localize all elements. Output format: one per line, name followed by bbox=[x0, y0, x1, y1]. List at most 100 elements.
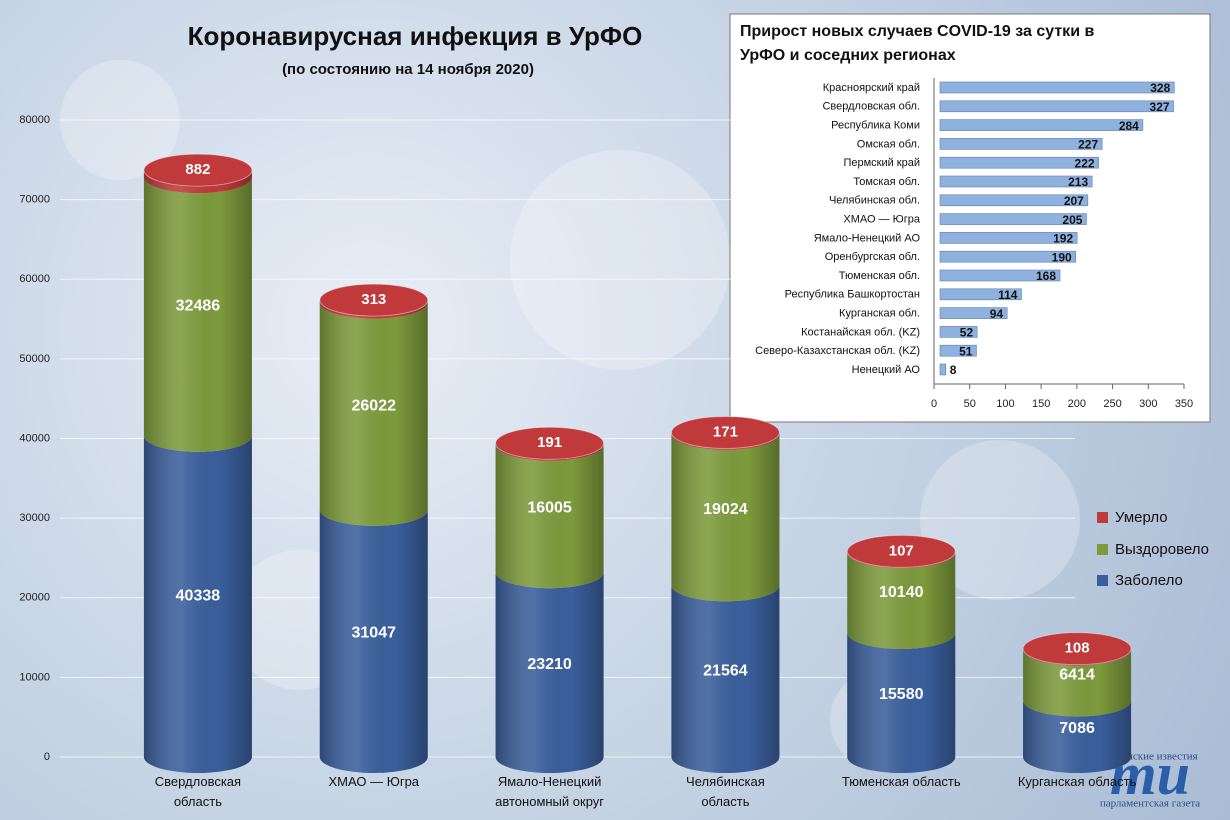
y-tick-label: ХМАО — Югра bbox=[843, 214, 921, 226]
value-label: 8 bbox=[950, 363, 957, 377]
bar bbox=[939, 138, 1103, 150]
shading bbox=[495, 572, 604, 773]
x-tick-label: Ямало-Ненецкий автономный округ bbox=[495, 774, 605, 809]
value-label: 7086 bbox=[1059, 720, 1095, 737]
cylinder-top bbox=[846, 534, 956, 568]
value-label: 107 bbox=[889, 542, 914, 559]
y-tick-label: Челябинская обл. bbox=[829, 195, 920, 207]
shading bbox=[847, 552, 956, 649]
cylinder-top bbox=[143, 153, 253, 187]
bar bbox=[939, 307, 1008, 319]
value-label: 191 bbox=[537, 434, 562, 451]
value-label: 40338 bbox=[176, 588, 221, 605]
y-tick-label: Костанайская обл. (KZ) bbox=[801, 326, 920, 338]
x-tick-label: ХМАО — Югра bbox=[328, 774, 420, 789]
value-label: 168 bbox=[1036, 269, 1056, 283]
value-label: 26022 bbox=[352, 397, 397, 414]
value-label: 16005 bbox=[527, 500, 572, 517]
shading bbox=[1023, 649, 1132, 717]
bar bbox=[939, 232, 1078, 244]
y-tick-label: 60000 bbox=[19, 273, 50, 285]
value-label: 114 bbox=[998, 288, 1018, 302]
value-label: 171 bbox=[713, 423, 738, 440]
bar bbox=[939, 269, 1061, 282]
y-tick-label: Тюменская обл. bbox=[839, 270, 920, 282]
value-label: 32486 bbox=[176, 298, 221, 315]
y-tick-label: Курганская обл. bbox=[839, 308, 920, 320]
bar bbox=[939, 175, 1093, 188]
y-tick-label: Северо-Казахстанская обл. (KZ) bbox=[755, 345, 920, 357]
bar bbox=[939, 156, 1099, 169]
x-tick-label: 0 bbox=[931, 398, 937, 410]
legend-label: Заболело bbox=[1115, 572, 1183, 589]
y-tick-label: Ямало-Ненецкий АО bbox=[814, 232, 921, 244]
value-label: 222 bbox=[1075, 156, 1095, 170]
shading bbox=[671, 585, 780, 773]
legend-swatch bbox=[1097, 512, 1108, 523]
shading bbox=[495, 444, 604, 589]
legend-label: Умерло bbox=[1115, 509, 1168, 526]
y-tick-label: Омская обл. bbox=[857, 138, 920, 150]
y-tick-label: Ненецкий АО bbox=[852, 364, 921, 376]
x-tick-label: 100 bbox=[996, 398, 1014, 410]
value-label: 284 bbox=[1119, 119, 1139, 133]
y-tick-label: Свердловская обл. bbox=[822, 101, 920, 113]
bar bbox=[939, 344, 977, 357]
value-label: 190 bbox=[1052, 250, 1072, 264]
value-label: 10140 bbox=[879, 584, 924, 601]
cylinder-top bbox=[495, 426, 605, 460]
value-label: 227 bbox=[1078, 138, 1098, 152]
y-tick-label: 10000 bbox=[19, 671, 50, 683]
x-tick-label: Тюменская область bbox=[841, 774, 961, 789]
shading bbox=[319, 300, 428, 319]
value-label: 52 bbox=[960, 326, 974, 340]
x-tick-label: 250 bbox=[1103, 398, 1121, 410]
value-label: 882 bbox=[185, 161, 210, 178]
value-label: 94 bbox=[990, 307, 1004, 321]
x-tick-label: 300 bbox=[1139, 398, 1157, 410]
y-tick-label: 50000 bbox=[19, 353, 50, 365]
bar bbox=[939, 288, 1022, 301]
bar bbox=[939, 81, 1175, 94]
inset-title: Прирост новых случаев COVID-19 за сутки … bbox=[740, 23, 1095, 64]
y-tick-label: 0 bbox=[44, 751, 50, 763]
value-label: 205 bbox=[1062, 213, 1082, 227]
x-tick-label: Челябинская область bbox=[686, 774, 765, 809]
shading bbox=[143, 170, 252, 194]
value-label: 213 bbox=[1068, 175, 1088, 189]
legend-swatch bbox=[1097, 575, 1108, 586]
bar bbox=[939, 119, 1144, 131]
value-label: 23210 bbox=[527, 656, 572, 673]
shading bbox=[671, 433, 780, 602]
y-tick-label: 30000 bbox=[19, 512, 50, 524]
y-tick-label: Томская обл. bbox=[853, 176, 920, 188]
x-tick-label: 150 bbox=[1032, 398, 1050, 410]
y-tick-label: 20000 bbox=[19, 592, 50, 604]
chart-subtitle: (по состоянию на 14 ноября 2020) bbox=[282, 61, 534, 78]
y-tick-label: Республика Башкортостан bbox=[785, 289, 920, 301]
value-label: 313 bbox=[361, 291, 386, 308]
bar bbox=[939, 326, 978, 338]
x-tick-label: Свердловская область bbox=[154, 774, 242, 809]
value-label: 51 bbox=[959, 344, 973, 358]
bar bbox=[939, 194, 1089, 207]
cylinder-top bbox=[1022, 632, 1132, 666]
x-tick-label: 200 bbox=[1068, 398, 1086, 410]
shading bbox=[319, 302, 428, 526]
value-label: 328 bbox=[1150, 81, 1170, 95]
y-tick-label: 40000 bbox=[19, 432, 50, 444]
y-tick-label: 70000 bbox=[19, 194, 50, 206]
value-label: 192 bbox=[1053, 232, 1073, 246]
shading bbox=[143, 435, 252, 773]
y-tick-label: Красноярский край bbox=[823, 82, 920, 94]
legend-swatch bbox=[1097, 544, 1108, 555]
legend-label: Выздоровело bbox=[1115, 541, 1209, 558]
y-tick-label: 80000 bbox=[19, 114, 50, 126]
cylinder-top bbox=[670, 415, 780, 449]
bar bbox=[939, 213, 1087, 225]
logo-bottom: парламентская газета bbox=[1100, 798, 1200, 810]
value-label: 108 bbox=[1065, 640, 1090, 657]
value-label: 21564 bbox=[703, 662, 748, 679]
